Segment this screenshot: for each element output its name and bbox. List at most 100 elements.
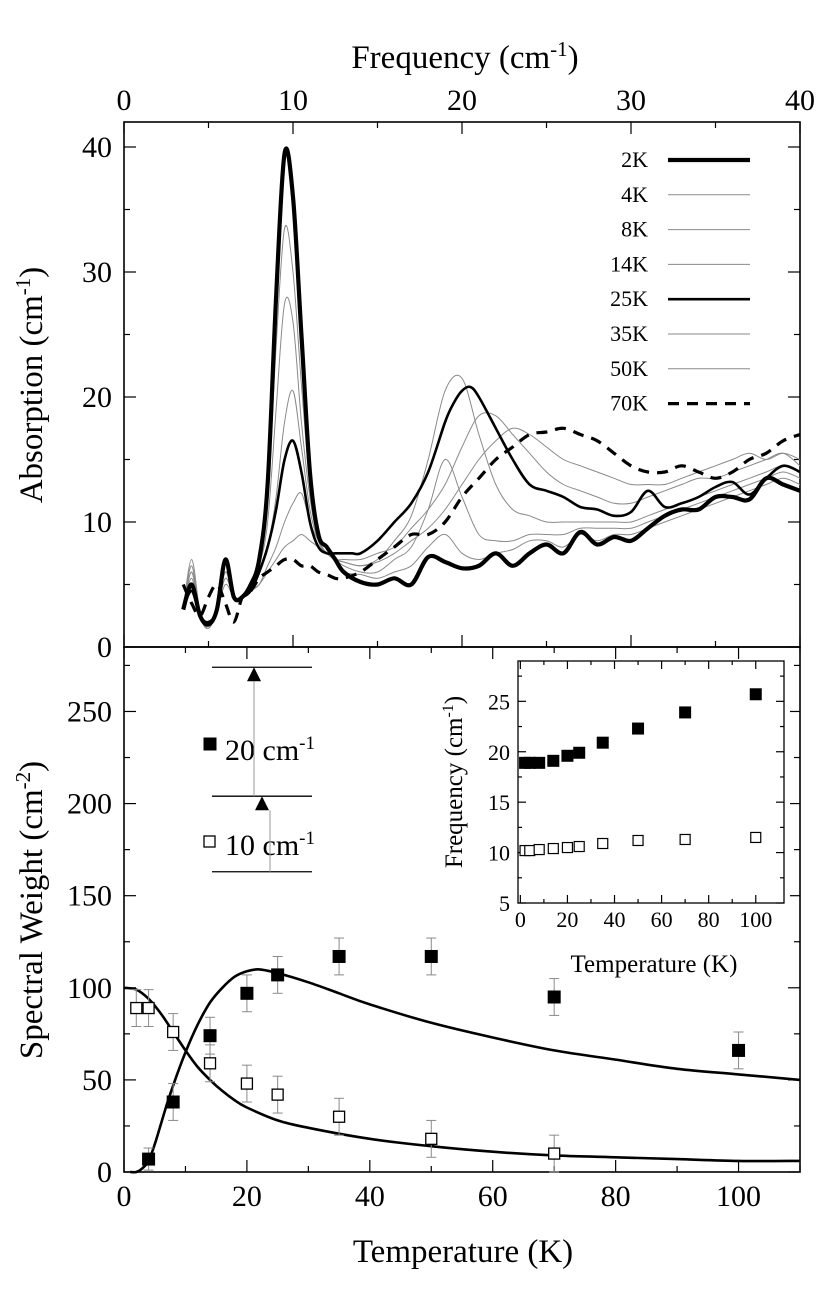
inset-x-tick-label: 20 — [556, 907, 578, 932]
inset-point-lower — [533, 843, 545, 856]
data-point-10cm — [167, 1025, 180, 1039]
inset-frequency-axis-title: Frequency (cm-1) — [440, 696, 468, 868]
weight-y-tick-label: 100 — [67, 972, 112, 1005]
inset-point-lower — [547, 842, 559, 855]
inset-point-upper — [533, 756, 546, 769]
data-point-20cm — [240, 986, 254, 1000]
temperature-axis-title: Temperature (K) — [353, 1234, 573, 1270]
inset-point-upper — [749, 688, 762, 701]
absorption-curves — [181, 146, 801, 629]
arrowhead-lower — [255, 796, 269, 811]
legend-label-50K: 50K — [610, 356, 648, 381]
weight-x-tick-label: 20 — [232, 1180, 262, 1213]
absorption-curve-25K — [181, 385, 801, 624]
legend-label-35K: 35K — [610, 321, 648, 346]
legend-marker-20cm — [203, 737, 217, 751]
weight-y-tick-label: 250 — [67, 695, 112, 728]
data-point-20cm — [424, 949, 438, 963]
legend-label-25K: 25K — [610, 286, 648, 311]
data-point-20cm — [166, 1095, 180, 1109]
data-point-10cm — [425, 1132, 438, 1145]
inset-y-tick-label: 5 — [499, 891, 510, 916]
inset-point-upper — [573, 746, 586, 759]
inset-plot-frame — [517, 660, 785, 904]
data-point-10cm — [240, 1077, 254, 1090]
legend-label-8K: 8K — [621, 217, 648, 242]
data-point-20cm — [142, 1152, 156, 1166]
fit-curve — [130, 968, 801, 1174]
fit-curve — [123, 986, 801, 1163]
inset-point-upper — [561, 749, 574, 762]
absorption-curve-70K — [181, 426, 801, 624]
absorption-legend: 2K 4K 8K 14K 25K 35K 50K 70K — [610, 147, 750, 416]
weight-x-tick-label: 60 — [478, 1180, 508, 1213]
legend-label-20cm: 20 cm-1 — [225, 733, 315, 767]
weight-y-tick-label: 0 — [97, 1156, 112, 1189]
absorption-x-tick-label: 20 — [447, 84, 477, 117]
inset-y-tick-label: 25 — [488, 689, 510, 714]
absorption-x-tick-label: 0 — [117, 84, 132, 117]
spectral-weight-legend: 20 cm-1 10 cm-1 — [203, 666, 315, 873]
legend-marker-10cm — [203, 835, 216, 848]
absorption-x-tick-label: 40 — [785, 84, 815, 117]
weight-x-tick-label: 80 — [601, 1180, 631, 1213]
inset-point-lower — [597, 837, 609, 850]
spectral-weight-axis-title: Spectral Weight (cm-2) — [11, 761, 50, 1059]
absorption-y-tick-label: 10 — [82, 506, 112, 539]
inset-x-tick-label: 0 — [515, 907, 526, 932]
inset-point-lower — [561, 841, 574, 854]
data-point-20cm — [203, 1029, 217, 1043]
inset-y-tick-label: 15 — [488, 790, 510, 815]
inset-background — [512, 659, 790, 905]
inset-temperature-axis-title: Temperature (K) — [571, 951, 738, 978]
arrowhead-upper — [247, 667, 261, 682]
data-point-20cm — [732, 1043, 746, 1057]
inset-point-upper — [679, 706, 692, 719]
data-point-10cm — [142, 1001, 155, 1015]
data-point-10cm — [130, 1001, 143, 1015]
inset-point-lower — [750, 831, 762, 844]
weight-x-tick-label: 0 — [117, 1180, 132, 1213]
inset-point-upper — [632, 722, 645, 735]
legend-label-10cm: 10 cm-1 — [225, 828, 315, 862]
data-point-20cm — [271, 968, 285, 982]
absorption-x-tick-label: 30 — [616, 84, 646, 117]
weight-y-tick-label: 200 — [67, 788, 112, 821]
legend-label-4K: 4K — [621, 182, 648, 207]
legend-label-14K: 14K — [610, 251, 648, 276]
inset-axis-ticks: 0 20 40 60 80 100 5 10 15 20 25 — [488, 661, 784, 932]
data-point-20cm — [332, 949, 346, 963]
weight-x-tick-label: 40 — [355, 1180, 385, 1213]
weight-y-tick-label: 50 — [82, 1064, 112, 1097]
inset-point-lower — [679, 833, 691, 846]
inset-point-lower — [632, 834, 644, 847]
inset-x-tick-label: 80 — [698, 907, 720, 932]
absorption-y-tick-label: 30 — [82, 256, 112, 289]
weight-y-tick-label: 150 — [67, 880, 112, 913]
data-point-20cm — [547, 990, 561, 1004]
data-point-10cm — [271, 1088, 284, 1101]
frequency-inset: 0 20 40 60 80 100 5 10 15 20 25 Temperature (K) Fr… — [440, 659, 790, 978]
spectral-weight-plot-frame — [123, 646, 801, 1173]
legend-label-70K: 70K — [610, 391, 648, 416]
weight-x-tick-label: 100 — [716, 1180, 761, 1213]
inset-data — [519, 688, 762, 857]
inset-point-upper — [547, 754, 560, 767]
inset-x-tick-label: 40 — [604, 907, 626, 932]
absorption-y-tick-label: 0 — [97, 631, 112, 664]
absorption-x-tick-label: 10 — [278, 84, 308, 117]
inset-point-lower — [573, 840, 585, 853]
absorption-axis-title: Absorption (cm-1) — [11, 267, 50, 504]
inset-point-upper — [596, 736, 609, 749]
frequency-axis-title: Frequency (cm-1) — [351, 37, 578, 76]
inset-y-tick-label: 10 — [488, 841, 510, 866]
data-point-10cm — [548, 1147, 561, 1160]
absorption-curve-2K — [181, 146, 801, 627]
absorption-curve-50K — [182, 427, 801, 629]
inset-x-tick-label: 100 — [739, 907, 772, 932]
